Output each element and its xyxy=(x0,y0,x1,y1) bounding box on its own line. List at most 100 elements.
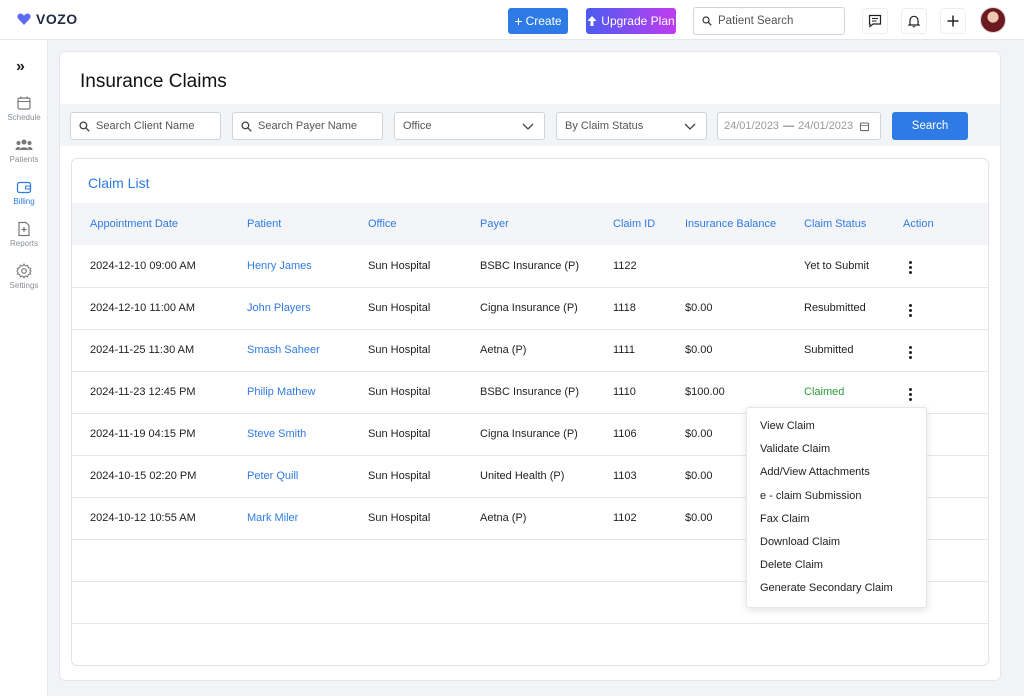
heart-logo-icon xyxy=(17,13,31,25)
claim-id-cell: 1103 xyxy=(613,470,637,482)
column-header[interactable]: Payer xyxy=(480,218,509,230)
claim-status-select[interactable]: By Claim Status xyxy=(556,112,707,140)
balance-cell: $0.00 xyxy=(685,344,713,356)
patient-search-placeholder: Patient Search xyxy=(718,15,794,27)
page-title: Insurance Claims xyxy=(80,71,227,92)
user-avatar[interactable] xyxy=(980,7,1006,33)
more-actions-icon[interactable] xyxy=(903,386,918,403)
column-header[interactable]: Insurance Balance xyxy=(685,218,777,230)
notifications-button[interactable] xyxy=(901,8,927,34)
patient-link[interactable]: John Players xyxy=(247,302,311,314)
patient-link[interactable]: Peter Quill xyxy=(247,470,299,482)
expand-sidebar-icon[interactable]: » xyxy=(16,58,25,75)
office-select-label: Office xyxy=(403,120,432,132)
plus-icon xyxy=(947,15,959,27)
appointment-date: 2024-12-10 09:00 AM xyxy=(90,259,196,272)
balance-cell: $100.00 xyxy=(685,386,725,398)
patient-search-input[interactable]: Patient Search xyxy=(693,7,845,35)
table-row[interactable]: 2024-12-10 09:00 AM Henry James Sun Hosp… xyxy=(72,245,988,287)
office-cell: Sun Hospital xyxy=(368,302,431,314)
patient-link[interactable]: Smash Saheer xyxy=(247,344,320,356)
menu-item-validate-claim[interactable]: Validate Claim xyxy=(760,443,831,456)
claim-id-cell: 1106 xyxy=(613,428,637,440)
more-actions-icon[interactable] xyxy=(903,302,918,319)
sidebar-item-label: Schedule xyxy=(7,113,41,122)
create-button[interactable]: + Create xyxy=(508,8,568,34)
search-icon xyxy=(241,120,252,132)
column-header[interactable]: Claim Status xyxy=(804,218,867,230)
sidebar-item-billing[interactable]: Billing xyxy=(0,179,48,206)
empty-table-row xyxy=(72,623,988,665)
column-header[interactable]: Claim ID xyxy=(613,218,656,230)
column-header[interactable]: Office xyxy=(368,218,397,230)
search-icon xyxy=(79,120,90,132)
status-cell: Submitted xyxy=(804,344,854,356)
date-range-input[interactable]: 24/01/2023 — 24/01/2023 xyxy=(717,112,881,140)
patient-link[interactable]: Mark Miler xyxy=(247,512,299,524)
column-header: Action xyxy=(903,218,934,230)
sidebar-item-label: Reports xyxy=(9,239,38,248)
document-plus-icon xyxy=(18,221,30,237)
chevron-down-icon xyxy=(684,123,696,130)
column-header[interactable]: Patient xyxy=(247,218,282,230)
table-row[interactable]: 2024-12-10 11:00 AM John Players Sun Hos… xyxy=(72,287,988,329)
payer-cell: Aetna (P) xyxy=(480,344,527,356)
claim-list-title: Claim List xyxy=(88,175,150,191)
date-from: 24/01/2023 xyxy=(724,120,780,132)
patient-link[interactable]: Henry James xyxy=(247,259,312,272)
gear-icon xyxy=(16,263,32,279)
upgrade-plan-button[interactable]: Upgrade Plan xyxy=(586,8,676,34)
table-row[interactable]: 2024-11-25 11:30 AM Smash Saheer Sun Hos… xyxy=(72,329,988,371)
patient-link[interactable]: Steve Smith xyxy=(247,428,307,440)
menu-item-fax-claim[interactable]: Fax Claim xyxy=(760,512,810,525)
status-cell: Claimed xyxy=(804,386,845,398)
table-row[interactable]: 2024-10-12 10:55 AM Mark Miler Sun Hospi… xyxy=(72,497,988,539)
office-cell: Sun Hospital xyxy=(368,470,431,482)
claim-actions-menu: View Claim Validate Claim Add/View Attac… xyxy=(746,407,927,608)
office-cell: Sun Hospital xyxy=(368,428,431,440)
chat-icon xyxy=(868,14,882,28)
claim-id-cell: 1111 xyxy=(613,344,636,356)
messages-button[interactable] xyxy=(862,8,888,34)
more-actions-icon[interactable] xyxy=(903,259,918,276)
claim-id-cell: 1102 xyxy=(613,512,637,524)
add-button[interactable] xyxy=(940,8,966,34)
menu-item-e-claim-submission[interactable]: e - claim Submission xyxy=(760,489,862,502)
appointment-date: 2024-11-23 12:45 PM xyxy=(90,386,196,398)
payer-cell: BSBC Insurance (P) xyxy=(480,259,580,272)
date-range-separator: — xyxy=(783,120,795,132)
balance-cell: $0.00 xyxy=(685,470,713,482)
upgrade-label: Upgrade Plan xyxy=(601,14,675,28)
patient-link[interactable]: Philip Mathew xyxy=(247,386,316,398)
create-label: Create xyxy=(525,14,562,28)
menu-item-view-claim[interactable]: View Claim xyxy=(760,420,815,432)
brand-logo[interactable]: VOZO xyxy=(16,11,78,27)
table-row[interactable]: 2024-11-23 12:45 PM Philip Mathew Sun Ho… xyxy=(72,371,988,413)
table-row[interactable]: 2024-11-19 04:15 PM Steve Smith Sun Hosp… xyxy=(72,413,988,455)
calendar-icon xyxy=(17,96,31,110)
sidebar-item-patients[interactable]: Patients xyxy=(0,137,48,164)
sidebar-item-label: Patients xyxy=(9,155,39,164)
appointment-date: 2024-10-12 10:55 AM xyxy=(90,512,196,524)
table-row[interactable]: 2024-10-15 02:20 PM Peter Quill Sun Hosp… xyxy=(72,455,988,497)
balance-cell xyxy=(667,245,786,287)
table-header-row: Appointment Date Patient Office Payer Cl… xyxy=(72,203,988,245)
plus-icon: + xyxy=(514,13,523,29)
claim-list-panel: Claim List Appointment Date Patient Offi… xyxy=(71,158,989,666)
sidebar-item-settings[interactable]: Settings xyxy=(0,263,48,290)
column-header[interactable]: Appointment Date xyxy=(90,218,179,230)
office-select[interactable]: Office xyxy=(394,112,545,140)
menu-item-download-claim[interactable]: Download Claim xyxy=(760,535,841,548)
menu-item-delete-claim[interactable]: Delete Claim xyxy=(760,559,823,572)
brand-name: VOZO xyxy=(36,11,78,27)
search-icon xyxy=(702,16,712,26)
menu-item-attachments[interactable]: Add/View Attachments xyxy=(760,466,870,479)
sidebar-item-schedule[interactable]: Schedule xyxy=(0,95,48,122)
menu-item-generate-secondary-claim[interactable]: Generate Secondary Claim xyxy=(760,582,893,595)
search-button[interactable]: Search xyxy=(892,112,968,140)
sidebar-item-reports[interactable]: Reports xyxy=(0,221,48,248)
balance-cell: $0.00 xyxy=(685,302,713,314)
search-payer-input[interactable]: Search Payer Name xyxy=(232,112,383,140)
more-actions-icon[interactable] xyxy=(903,344,918,361)
search-client-input[interactable]: Search Client Name xyxy=(70,112,221,140)
